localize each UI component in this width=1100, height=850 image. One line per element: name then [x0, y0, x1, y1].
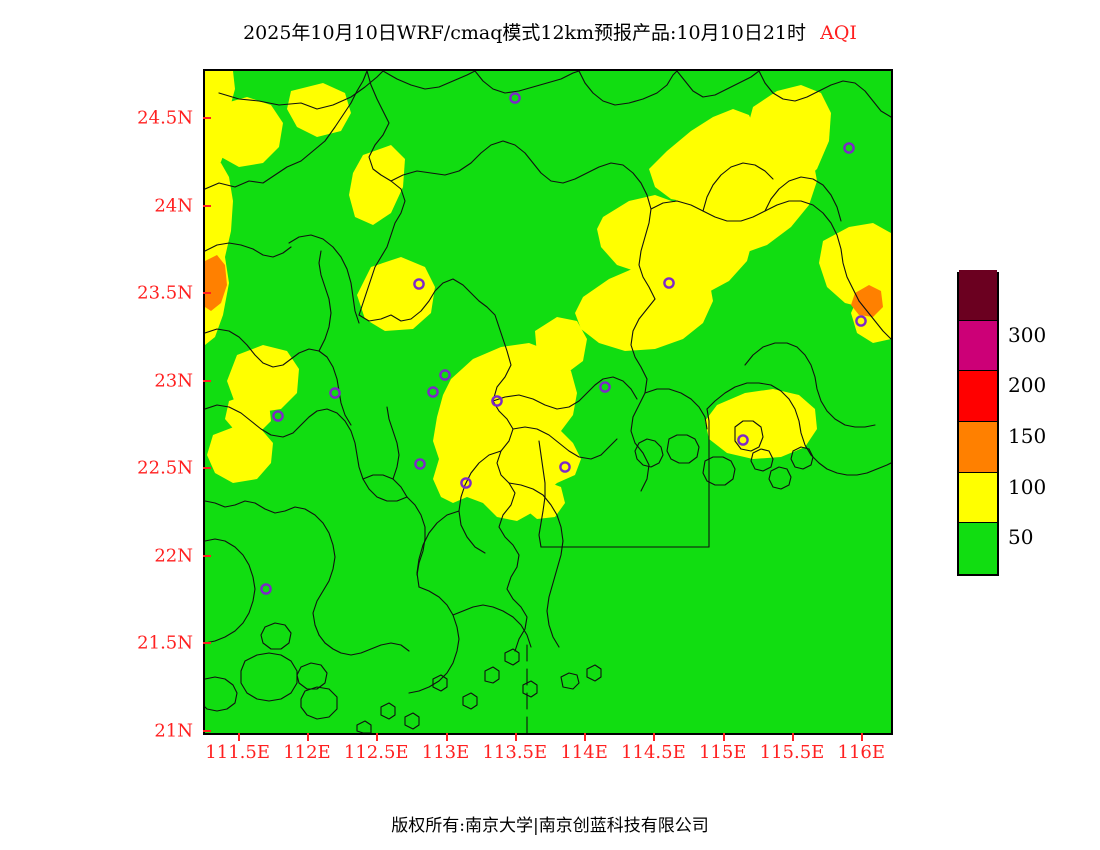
x-axis-tick-mark: [653, 733, 656, 741]
chart-title-variable: AQI: [820, 22, 857, 44]
x-axis-tick-mark: [237, 733, 240, 741]
x-axis-tick-mark: [306, 733, 309, 741]
y-axis-tick-label: 21N: [154, 720, 193, 742]
y-axis-tick-mark: [203, 117, 211, 120]
colorbar-tick-label: 150: [1008, 424, 1047, 448]
colorbar-separator: [959, 319, 997, 321]
station-marker: [599, 381, 611, 393]
aqi-contour-map: [205, 71, 891, 733]
x-axis-tick-label: 111.5E: [205, 742, 270, 763]
copyright-footer: 版权所有:南京大学|南京创蓝科技有限公司: [391, 816, 709, 836]
colorbar-separator: [959, 522, 997, 524]
station-marker: [260, 583, 272, 595]
y-axis-tick-mark: [203, 730, 211, 732]
x-axis-tick-mark: [791, 733, 794, 741]
station-marker: [413, 278, 425, 290]
colorbar[interactable]: [957, 270, 999, 576]
colorbar-band-0-50: [959, 523, 997, 574]
colorbar-tick-label: 200: [1008, 373, 1047, 398]
coastline-and-borders: [205, 71, 891, 733]
station-marker: [439, 369, 451, 381]
map-plot-area[interactable]: [203, 69, 893, 735]
station-marker: [855, 315, 867, 327]
colorbar-tick-label: 100: [1008, 474, 1047, 499]
station-marker: [663, 277, 675, 289]
colorbar-tick-label: 300: [1008, 322, 1047, 347]
y-axis-tick-mark: [203, 467, 211, 470]
x-axis-tick-mark: [722, 733, 725, 741]
chart-title-main: 2025年10月10日WRF/cmaq模式12km预报产品:10月10日21时: [243, 22, 806, 44]
station-marker: [329, 387, 341, 399]
y-axis-tick-label: 23N: [154, 370, 193, 392]
x-axis-tick-mark: [445, 733, 448, 741]
y-axis-tick-mark: [203, 379, 211, 382]
y-axis-tick-label: 24.5N: [137, 107, 193, 129]
x-axis-tick-label: 113E: [421, 742, 470, 763]
chart-title: 2025年10月10日WRF/cmaq模式12km预报产品:10月10日21时 …: [0, 18, 1100, 45]
station-marker: [737, 434, 749, 446]
x-axis-tick-label: 112.5E: [343, 742, 409, 763]
station-marker: [460, 477, 472, 489]
x-axis-labels: 111.5E 112E 112.5E 113E 113.5E 114E 114.5E 115E…: [203, 742, 889, 768]
y-axis-tick-mark: [203, 554, 211, 557]
station-marker: [272, 410, 284, 422]
colorbar-separator: [959, 370, 997, 372]
x-axis-tick-mark: [861, 733, 864, 741]
station-marker: [427, 386, 439, 398]
y-axis-tick-label: 22.5N: [137, 457, 193, 479]
colorbar-band-200-300: [959, 320, 997, 372]
colorbar-band->300: [959, 270, 997, 321]
y-axis-labels: 21N 21.5N 22N 22.5N 23N 23.5N 24N 24.5N: [60, 69, 193, 742]
colorbar-band-150-200: [959, 371, 997, 422]
colorbar-separator: [959, 471, 997, 473]
x-axis-tick-label: 116E: [837, 742, 886, 763]
station-marker: [559, 461, 571, 473]
x-axis-tick-mark: [376, 733, 379, 741]
station-markers[interactable]: [260, 92, 867, 595]
x-axis-tick-label: 114E: [560, 742, 608, 763]
station-marker: [843, 142, 855, 154]
colorbar-band-100-150: [959, 422, 997, 473]
x-axis-tick-label: 113.5E: [482, 742, 548, 763]
y-axis-tick-mark: [203, 292, 211, 295]
y-axis-tick-label: 21.5N: [137, 632, 193, 654]
station-marker: [491, 395, 503, 407]
x-axis-tick-label: 115.5E: [759, 742, 825, 763]
y-axis-tick-label: 22N: [154, 545, 193, 567]
x-axis-tick-label: 112E: [283, 742, 331, 763]
y-axis-tick-mark: [203, 204, 211, 207]
colorbar-band-50-100: [959, 472, 997, 524]
y-axis-tick-mark: [203, 642, 211, 645]
x-axis-tick-label: 115E: [698, 742, 747, 763]
station-marker: [414, 458, 426, 470]
aqi-band-100-150: [205, 255, 883, 317]
colorbar-separator: [959, 421, 997, 422]
x-axis-tick-mark: [584, 733, 587, 741]
y-axis-tick-label: 24N: [154, 195, 193, 217]
station-marker: [509, 92, 521, 104]
x-axis-tick-mark: [514, 733, 517, 741]
y-axis-tick-label: 23.5N: [137, 282, 193, 304]
x-axis-tick-label: 114.5E: [621, 742, 686, 763]
colorbar-tick-label: 50: [1008, 525, 1034, 550]
